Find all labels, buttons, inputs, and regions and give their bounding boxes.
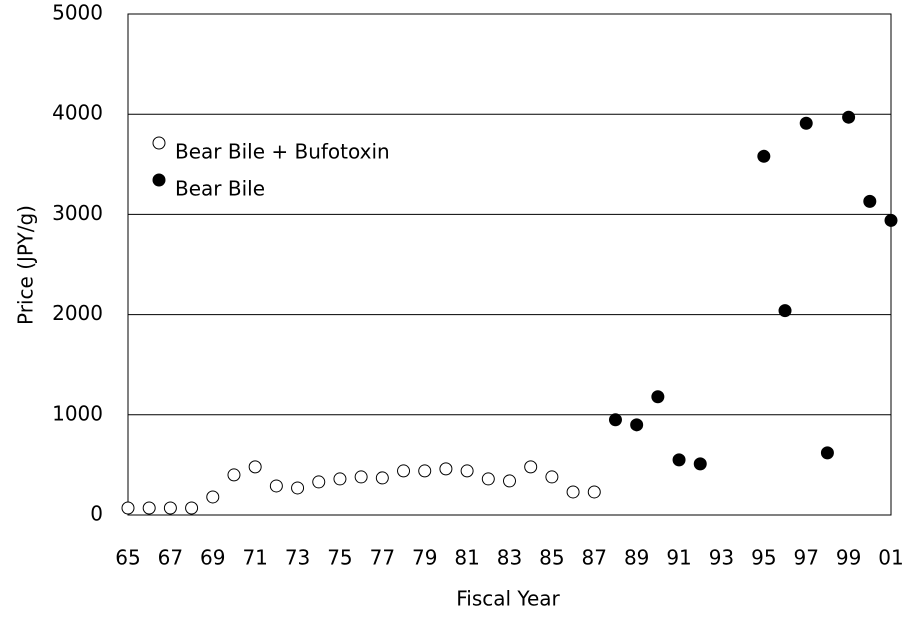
legend-marker [152, 173, 166, 187]
x-tick-label: 67 [158, 546, 183, 570]
point [587, 485, 601, 499]
point [185, 501, 199, 515]
point [566, 485, 580, 499]
point [269, 479, 283, 493]
x-tick-label: 93 [709, 546, 734, 570]
y-tick-label: 3000 [52, 201, 103, 225]
point [354, 470, 368, 484]
y-tick-label: 5000 [52, 1, 103, 25]
x-tick-label: 71 [242, 546, 267, 570]
y-tick-label: 0 [90, 502, 103, 526]
point [333, 472, 347, 486]
x-tick-label: 69 [200, 546, 225, 570]
legend-label: Bear Bile [175, 177, 265, 201]
legend-marker [152, 136, 166, 150]
y-axis-label: Price (JPY/g) [14, 205, 38, 325]
point [842, 110, 856, 124]
point [545, 470, 559, 484]
point [481, 472, 495, 486]
point [312, 475, 326, 489]
legend-label: Bear Bile + Bufotoxin [175, 140, 390, 164]
x-tick-label: 65 [115, 546, 140, 570]
x-tick-label: 85 [539, 546, 564, 570]
x-tick-label: 83 [497, 546, 522, 570]
x-tick-label: 81 [454, 546, 479, 570]
point [757, 149, 771, 163]
point [291, 481, 305, 495]
point [248, 460, 262, 474]
x-tick-label: 75 [327, 546, 352, 570]
point [206, 490, 220, 504]
point [799, 116, 813, 130]
point [651, 390, 665, 404]
point [142, 501, 156, 515]
point [630, 418, 644, 432]
x-tick-label: 79 [412, 546, 437, 570]
point [503, 474, 516, 488]
point [460, 464, 474, 478]
point [524, 460, 538, 474]
x-tick-label: 95 [751, 546, 776, 570]
point [820, 446, 834, 460]
y-tick-label: 1000 [52, 401, 103, 425]
point [672, 453, 686, 467]
x-tick-label: 97 [793, 546, 818, 570]
point [121, 501, 135, 515]
x-tick-label: 77 [370, 546, 395, 570]
point [375, 471, 389, 485]
point [397, 464, 411, 478]
x-tick-label: 87 [582, 546, 607, 570]
point [693, 457, 707, 471]
point [418, 464, 432, 478]
x-tick-label: 99 [836, 546, 861, 570]
x-axis-label: Fiscal Year [456, 587, 560, 611]
x-tick-label: 01 [878, 546, 903, 570]
point [608, 413, 622, 427]
point [227, 468, 241, 482]
point [439, 462, 453, 476]
y-tick-label: 2000 [52, 301, 103, 325]
x-tick-label: 73 [285, 546, 310, 570]
x-tick-label: 91 [666, 546, 691, 570]
point [163, 501, 177, 515]
plot-frame [127, 13, 892, 516]
x-tick-label: 89 [624, 546, 649, 570]
point [884, 213, 898, 227]
y-tick-label: 4000 [52, 101, 103, 125]
point [863, 194, 877, 208]
point [778, 304, 792, 318]
